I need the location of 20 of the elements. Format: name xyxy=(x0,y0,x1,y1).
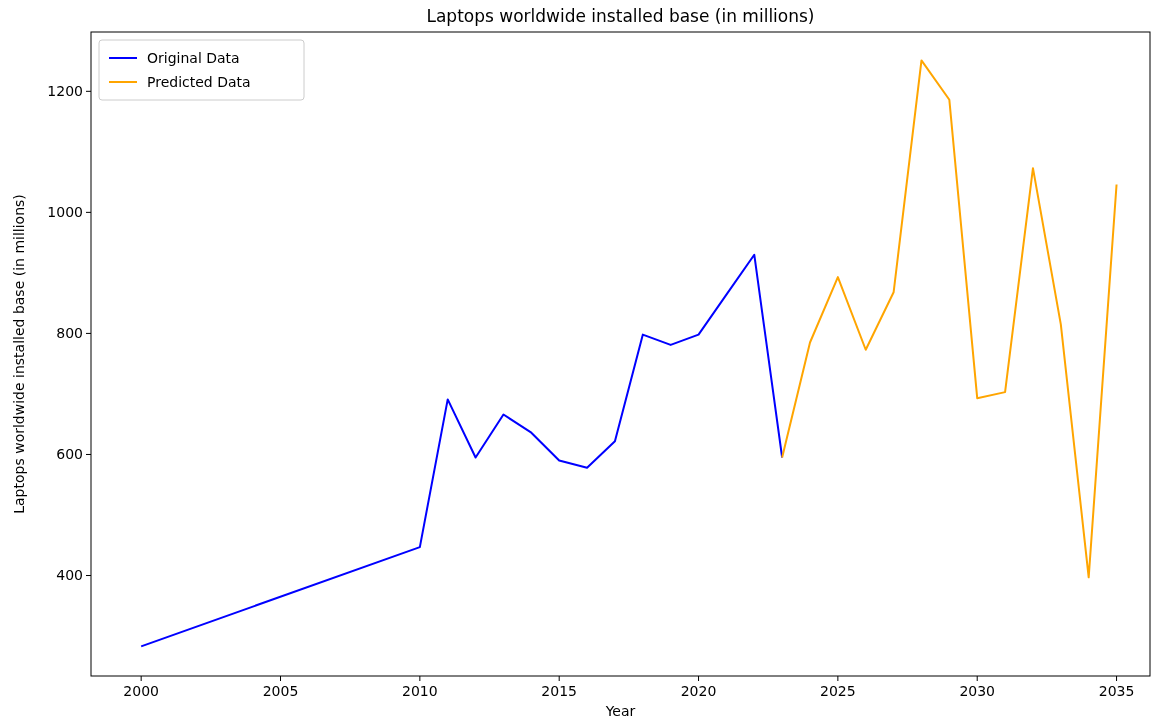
x-tick-label: 2010 xyxy=(402,683,438,699)
y-tick-label: 600 xyxy=(56,446,83,463)
x-tick-label: 2005 xyxy=(262,683,299,699)
x-tick-label: 2025 xyxy=(820,683,856,699)
y-tick-label: 800 xyxy=(56,325,83,342)
x-tick-label: 2030 xyxy=(959,683,996,699)
y-tick-label: 1200 xyxy=(47,83,83,100)
y-axis-title: Laptops worldwide installed base (in millions) xyxy=(11,194,27,514)
line-series xyxy=(781,59,1118,579)
x-tick-label: 2000 xyxy=(123,683,159,699)
line-series xyxy=(140,253,784,648)
x-tick-label: 2035 xyxy=(1098,683,1135,699)
y-tick-label: 400 xyxy=(56,567,83,584)
y-tick-label: 1000 xyxy=(47,204,83,221)
legend-label: Original Data xyxy=(147,49,240,66)
chart-title: Laptops worldwide installed base (in millions) xyxy=(426,6,815,26)
x-tick-label: 2015 xyxy=(541,683,578,699)
legend-label: Predicted Data xyxy=(147,73,251,90)
x-axis-title: Year xyxy=(604,703,636,719)
x-tick-label: 2020 xyxy=(680,683,717,699)
